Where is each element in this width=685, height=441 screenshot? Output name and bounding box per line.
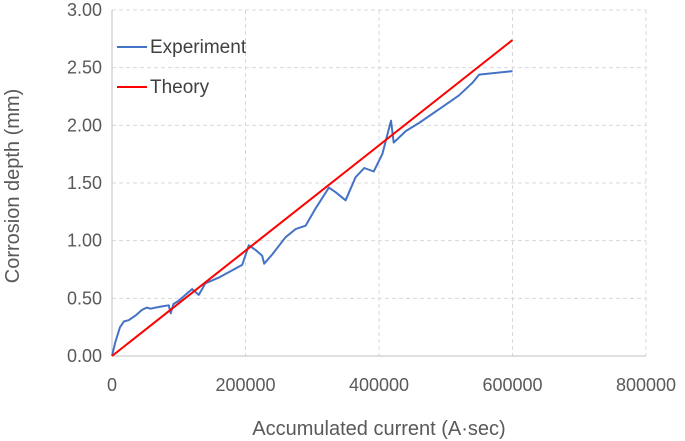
x-tick-label: 0 <box>107 375 117 395</box>
grid <box>112 9 647 356</box>
x-axis-title: Accumulated current (A·sec) <box>252 418 505 440</box>
y-tick-label: 3.00 <box>67 0 102 20</box>
tick-labels: 0.00 0.50 1.00 1.50 2.00 2.50 3.00 0 200000 40000… <box>67 0 676 395</box>
x-tick-label: 200000 <box>215 375 275 395</box>
y-tick-label: 0.00 <box>67 346 102 366</box>
y-tick-label: 1.00 <box>67 231 102 251</box>
legend: Experiment Theory <box>117 37 247 98</box>
x-tick-label: 800000 <box>616 375 676 395</box>
series-line-theory <box>111 39 514 357</box>
series-lines <box>111 39 514 357</box>
axes <box>111 10 646 357</box>
y-tick-label: 2.50 <box>67 58 102 78</box>
y-tick-label: 1.50 <box>67 173 102 193</box>
legend-label-theory: Theory <box>150 77 210 98</box>
y-tick-label: 2.00 <box>67 115 102 135</box>
x-tick-label: 400000 <box>349 375 409 395</box>
x-tick-label: 600000 <box>482 375 542 395</box>
legend-label-experiment: Experiment <box>150 37 247 58</box>
y-axis-title: Corrosion depth (mm) <box>2 89 24 284</box>
y-tick-label: 0.50 <box>67 288 102 308</box>
series-line-experiment <box>111 70 513 357</box>
